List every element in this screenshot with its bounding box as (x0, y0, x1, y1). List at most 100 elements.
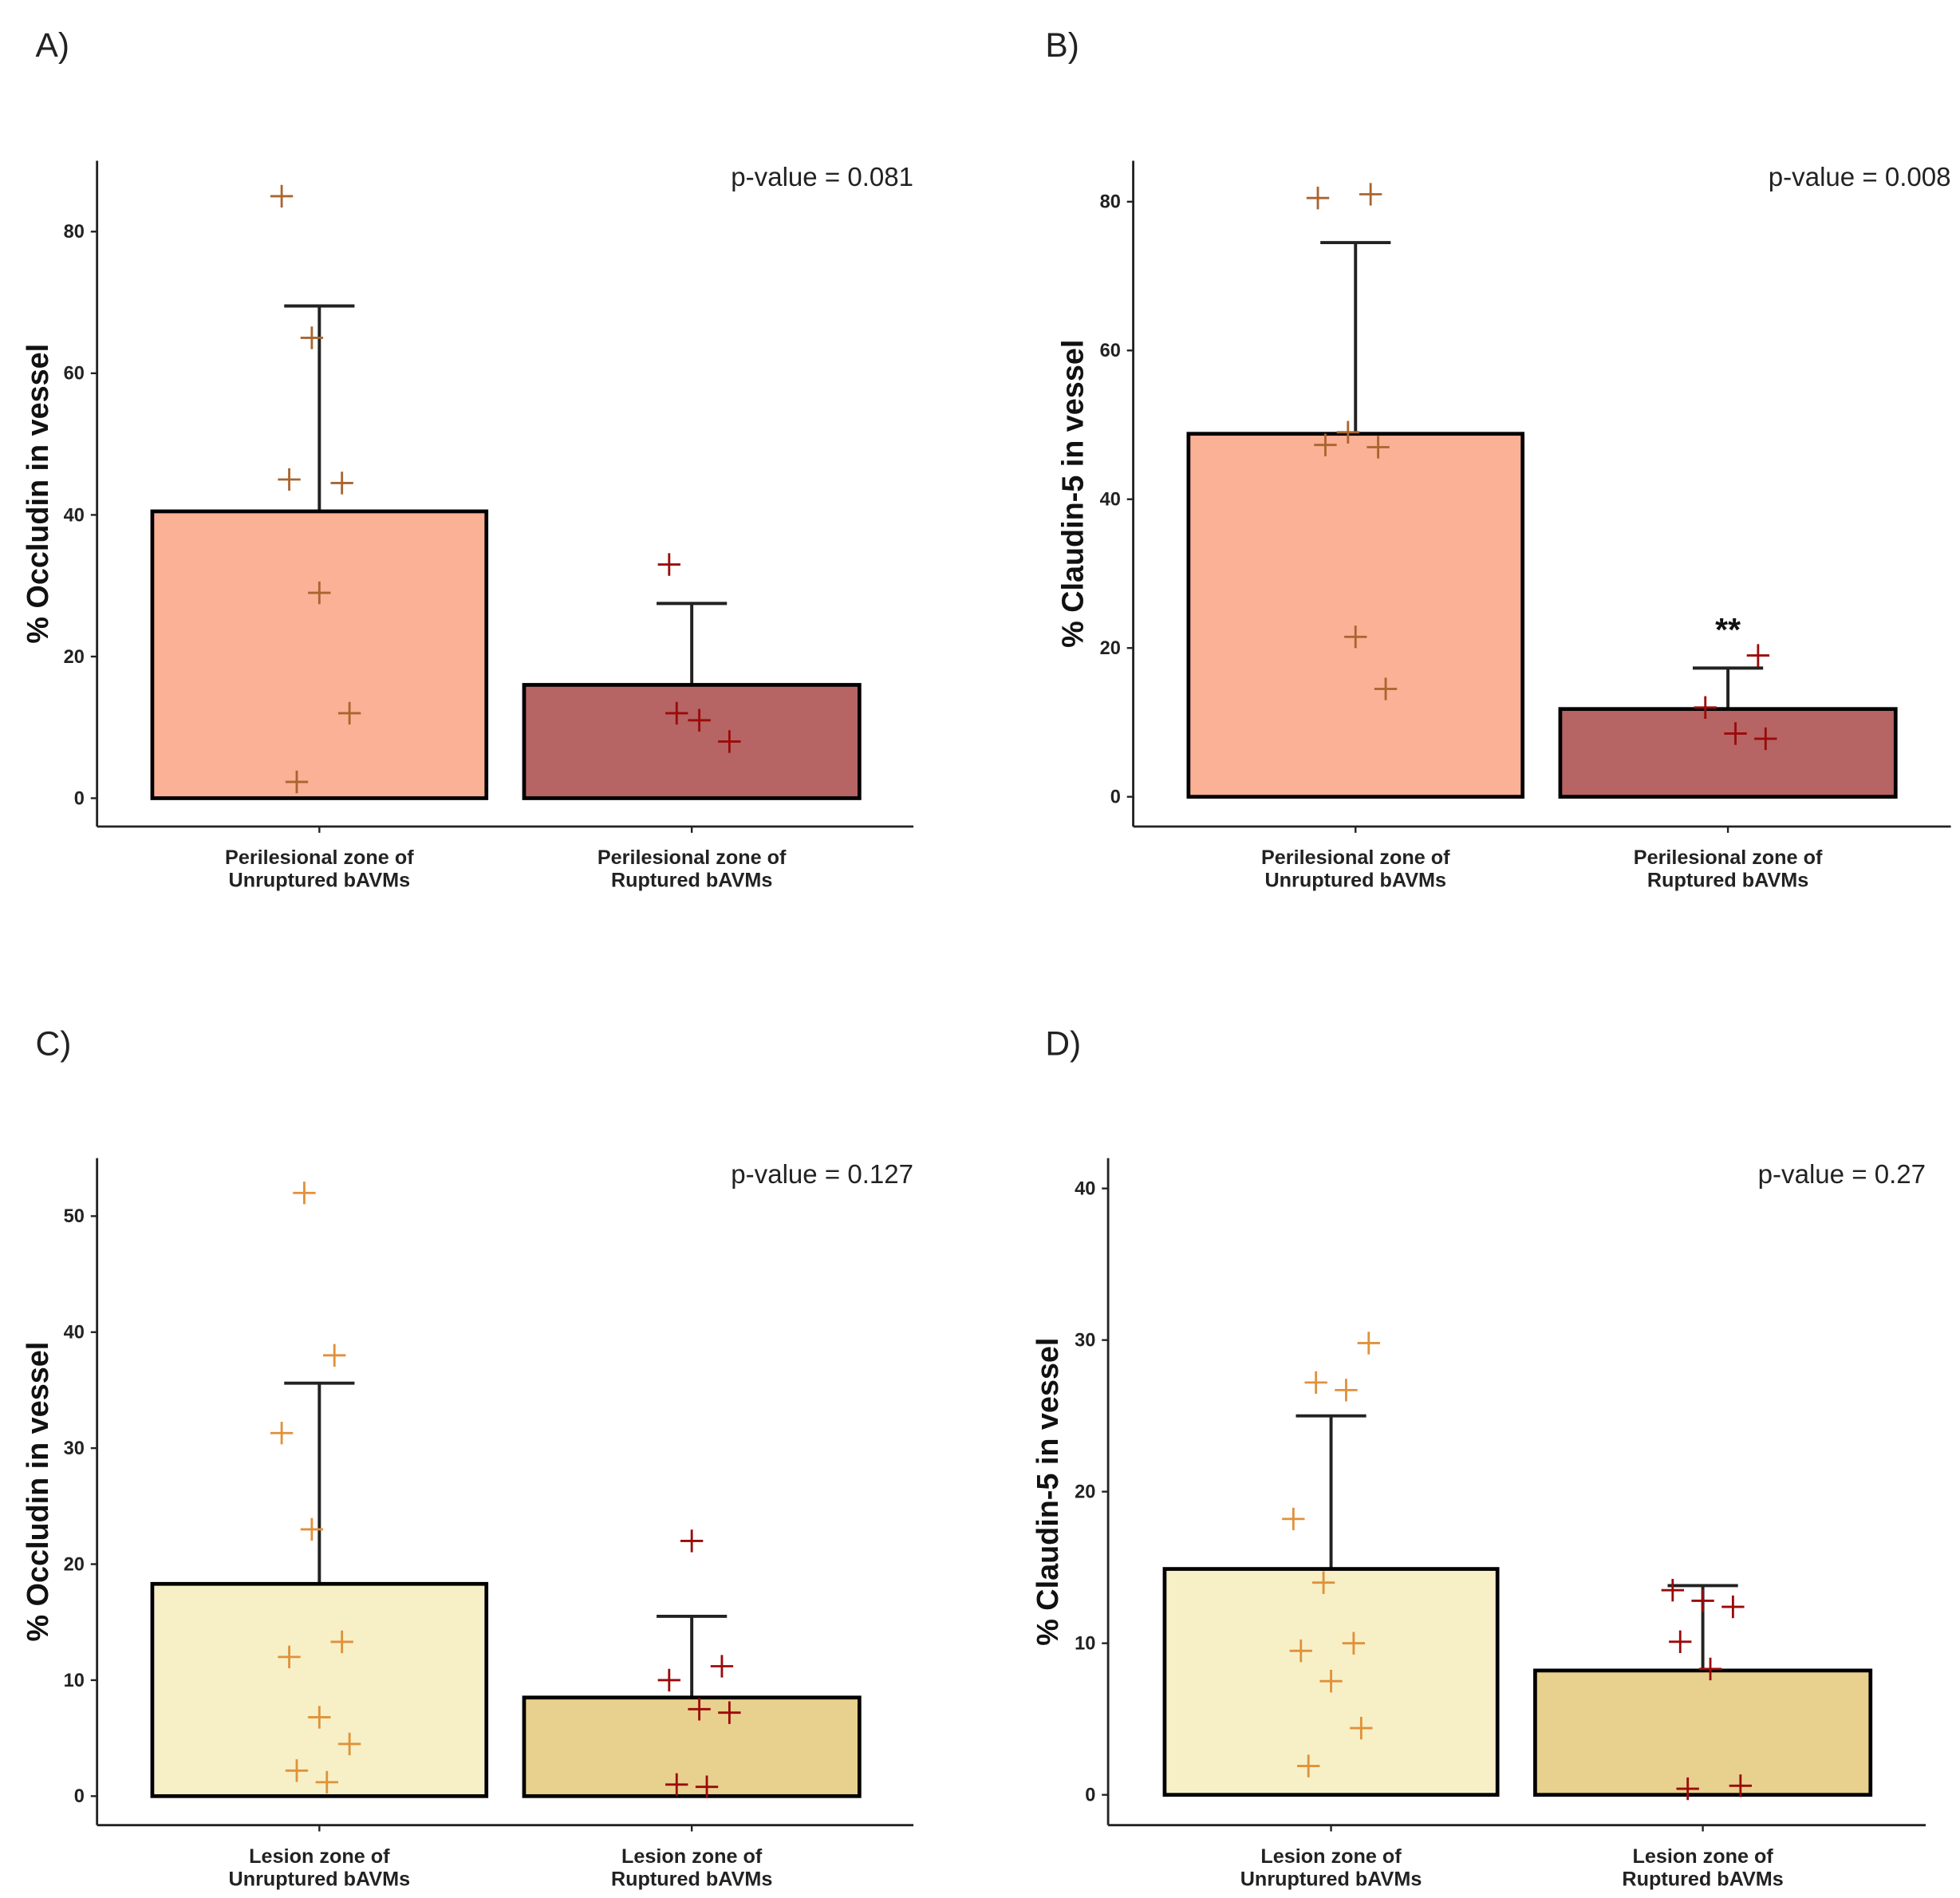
data-point (680, 1529, 704, 1553)
panel-label: A) (36, 27, 70, 65)
data-point (657, 553, 680, 576)
data-point (665, 1773, 688, 1796)
y-tick-label: 20 (64, 1554, 85, 1575)
data-point (718, 730, 741, 753)
data-point (1721, 1595, 1745, 1619)
x-tick-label: Lesion zone of (621, 1845, 763, 1868)
y-axis-label: % Claudin-5 in vessel (1057, 340, 1090, 648)
p-value-annotation: p-value = 0.27 (1758, 1160, 1926, 1190)
data-point (1336, 420, 1359, 444)
y-tick-label: 60 (1100, 341, 1121, 361)
x-tick-label: Perilesional zone of (1261, 846, 1450, 869)
data-point (1289, 1640, 1312, 1663)
data-point (315, 1770, 338, 1794)
data-point (337, 1732, 361, 1756)
x-tick-label: Ruptured bAVMs (1622, 1868, 1783, 1890)
data-point (1314, 433, 1337, 456)
data-point (1374, 677, 1398, 700)
x-tick-label: Ruptured bAVMs (1647, 870, 1808, 892)
data-point (1335, 1379, 1358, 1402)
y-tick-label: 20 (1100, 638, 1121, 659)
y-tick-label: 80 (64, 222, 85, 243)
data-point (330, 1630, 353, 1654)
data-point (1754, 727, 1777, 751)
data-point (695, 1775, 719, 1798)
data-point (1729, 1774, 1753, 1797)
x-tick-label: Perilesional zone of (225, 846, 414, 869)
y-tick-label: 0 (74, 1786, 85, 1807)
y-tick-label: 10 (64, 1671, 85, 1691)
data-point (1311, 1571, 1335, 1594)
y-tick-label: 10 (1075, 1634, 1095, 1655)
panel-label: D) (1045, 1026, 1081, 1063)
y-tick-label: 50 (64, 1206, 85, 1227)
data-point (270, 184, 294, 208)
data-point (270, 1422, 294, 1445)
x-tick-label: Unruptured bAVMs (229, 1868, 411, 1890)
p-value-annotation: p-value = 0.127 (731, 1160, 913, 1190)
bar (522, 683, 862, 800)
y-tick-label: 20 (64, 647, 85, 668)
data-point (285, 770, 309, 794)
data-point (308, 581, 331, 605)
data-point (1676, 1777, 1699, 1801)
data-point (710, 1655, 734, 1678)
x-tick-label: Lesion zone of (1632, 1845, 1773, 1868)
bar (1533, 1668, 1873, 1797)
data-point (300, 1517, 324, 1541)
panel-label: B) (1045, 27, 1079, 65)
x-tick-label: Lesion zone of (249, 1845, 390, 1868)
data-point (1306, 186, 1330, 210)
y-tick-label: 40 (1075, 1179, 1095, 1200)
y-tick-label: 60 (64, 364, 85, 385)
y-tick-label: 30 (64, 1438, 85, 1459)
data-point (1746, 644, 1770, 667)
bar (150, 1581, 489, 1798)
x-tick-label: Lesion zone of (1260, 1845, 1402, 1868)
significance-marker: ** (1715, 611, 1741, 648)
data-point (300, 326, 324, 349)
p-value-annotation: p-value = 0.008 (1769, 163, 1951, 192)
y-tick-label: 80 (1100, 192, 1121, 213)
x-tick-label: Perilesional zone of (597, 846, 787, 869)
x-tick-label: Unruptured bAVMs (1264, 870, 1446, 892)
data-point (718, 1701, 741, 1724)
data-point (285, 1759, 309, 1782)
data-point (1694, 696, 1717, 719)
data-point (1661, 1578, 1684, 1602)
data-point (1366, 436, 1390, 459)
y-tick-label: 20 (1075, 1482, 1095, 1503)
data-point (308, 1706, 331, 1729)
y-axis-label: % Occludin in vessel (22, 1342, 55, 1642)
x-tick-label: Unruptured bAVMs (229, 870, 411, 892)
y-tick-label: 40 (64, 505, 85, 526)
data-point (1698, 1657, 1722, 1681)
data-point (1724, 722, 1747, 745)
y-tick-label: 0 (74, 788, 85, 809)
bar (1186, 432, 1525, 799)
panel-label: C) (36, 1026, 72, 1063)
y-axis-label: % Claudin-5 in vessel (1031, 1338, 1065, 1646)
data-point (323, 1344, 346, 1367)
p-value-annotation: p-value = 0.081 (731, 163, 913, 192)
x-tick-label: Unruptured bAVMs (1240, 1868, 1422, 1890)
data-point (1359, 183, 1382, 206)
y-tick-label: 0 (1085, 1786, 1095, 1806)
data-point (1282, 1507, 1305, 1531)
data-point (1342, 1632, 1366, 1655)
data-point (1350, 1716, 1373, 1740)
data-point (1669, 1630, 1692, 1653)
x-tick-label: Ruptured bAVMs (611, 870, 772, 892)
data-point (1691, 1589, 1714, 1612)
data-point (1344, 625, 1367, 649)
bar (150, 509, 489, 800)
data-point (1319, 1670, 1343, 1693)
bar (522, 1695, 862, 1798)
data-point (330, 472, 353, 495)
data-point (278, 1645, 301, 1669)
data-point (665, 701, 688, 725)
y-tick-label: 40 (1100, 490, 1121, 511)
